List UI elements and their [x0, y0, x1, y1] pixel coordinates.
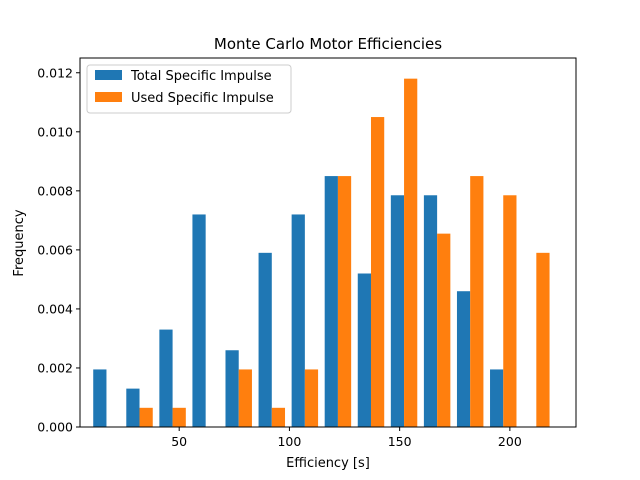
x-tick-label-50: 50	[171, 434, 187, 449]
x-tick-label-150: 150	[388, 434, 412, 449]
y-axis: 0.000 0.002 0.004 0.006 0.008 0.010 0.012	[37, 65, 80, 435]
bar-used-6	[304, 369, 319, 427]
y-tick-label-0: 0.000	[37, 420, 73, 435]
bar-used-7	[337, 176, 352, 427]
bar-used-1	[139, 407, 153, 427]
bar-used-11	[470, 176, 484, 427]
legend: Total Specific Impulse Used Specific Imp…	[86, 64, 292, 114]
legend-label-total: Total Specific Impulse	[130, 69, 272, 84]
bar-used-4	[238, 369, 252, 427]
y-tick-label-3: 0.006	[37, 242, 73, 257]
bar-total-3	[192, 214, 206, 427]
bar-total-4	[225, 350, 239, 427]
bar-used-12	[503, 195, 517, 427]
bar-total-7	[324, 176, 338, 427]
y-tick-label-6: 0.012	[37, 65, 73, 80]
bars-layer	[93, 78, 550, 427]
legend-swatch-total	[95, 70, 122, 80]
bar-used-13	[536, 252, 550, 427]
bar-total-5	[258, 252, 272, 427]
bar-total-6	[291, 214, 305, 427]
bar-used-8	[370, 117, 385, 427]
bar-total-11	[456, 291, 471, 427]
plot-frame	[79, 57, 577, 428]
bar-total-0	[93, 369, 107, 427]
bar-used-5	[271, 407, 286, 427]
y-tick-label-2: 0.004	[37, 301, 73, 316]
bar-total-12	[490, 369, 504, 427]
bar-used-10	[437, 233, 451, 427]
bar-total-10	[423, 195, 438, 427]
x-axis: 50 100 150 200	[171, 427, 522, 449]
y-tick-label-5: 0.010	[37, 124, 73, 139]
bar-total-9	[390, 195, 405, 427]
y-axis-label: Frequency	[12, 209, 27, 276]
x-tick-label-100: 100	[277, 434, 301, 449]
legend-label-used: Used Specific Impulse	[131, 91, 274, 106]
x-tick-label-200: 200	[498, 434, 522, 449]
bar-total-8	[357, 273, 371, 427]
bar-used-2	[172, 407, 186, 427]
chart-title: Monte Carlo Motor Efficiencies	[214, 35, 442, 53]
bar-total-1	[126, 388, 140, 427]
legend-swatch-used	[95, 92, 122, 102]
legend-box	[86, 64, 292, 114]
bar-used-9	[404, 78, 418, 427]
bar-total-2	[159, 329, 173, 427]
y-tick-label-4: 0.008	[37, 183, 73, 198]
y-tick-label-1: 0.002	[37, 360, 73, 375]
x-axis-label: Efficiency [s]	[286, 456, 370, 471]
